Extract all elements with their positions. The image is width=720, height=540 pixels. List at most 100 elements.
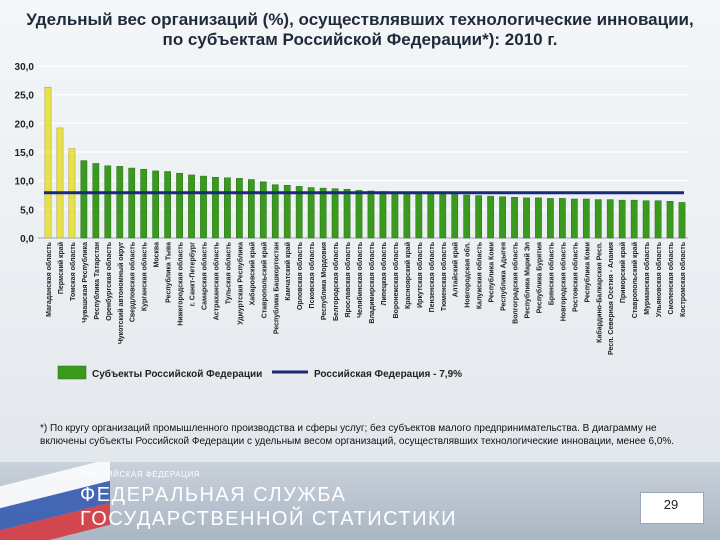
bar bbox=[128, 167, 136, 239]
x-axis-labels: Магаданская область Пермский край Томская … bbox=[45, 241, 687, 355]
bar bbox=[331, 188, 339, 239]
bar bbox=[355, 190, 363, 239]
bar bbox=[164, 171, 171, 239]
bar bbox=[200, 175, 207, 239]
bar bbox=[92, 163, 100, 239]
bar bbox=[391, 191, 399, 239]
y-tick-label: 0,0 bbox=[20, 234, 34, 245]
x-tick-label: Республика Татарстан bbox=[93, 242, 101, 320]
bar bbox=[176, 172, 183, 239]
bar bbox=[487, 195, 494, 239]
bar bbox=[630, 199, 638, 239]
bar bbox=[594, 199, 602, 239]
bar bbox=[642, 200, 650, 239]
x-tick-label: Республика Коми bbox=[488, 242, 496, 303]
bar bbox=[283, 185, 291, 239]
y-tick-label: 10,0 bbox=[15, 177, 35, 188]
x-tick-label: Республика Башкортостан bbox=[272, 242, 280, 334]
bar bbox=[678, 202, 686, 239]
bar bbox=[535, 197, 542, 239]
bar bbox=[618, 199, 626, 239]
x-tick-label: Респ. Северная Осетия - Алания bbox=[608, 242, 615, 355]
y-tick-label: 20,0 bbox=[15, 119, 35, 130]
x-tick-label: Республика Адыгея bbox=[500, 242, 508, 311]
bar bbox=[236, 178, 243, 239]
x-tick-label: Пермский край bbox=[57, 242, 65, 294]
bar bbox=[80, 160, 88, 239]
bar bbox=[319, 187, 327, 239]
bar bbox=[666, 201, 674, 239]
bar bbox=[152, 170, 160, 239]
y-tick-label: 5,0 bbox=[20, 205, 34, 216]
org-name-line2: ГОСУДАРСТВЕННОЙ СТАТИСТИКИ bbox=[80, 508, 457, 530]
x-tick-label: Костромская область bbox=[679, 241, 687, 317]
x-tick-label: Республика Тыва bbox=[165, 242, 173, 303]
x-tick-label: Брянская область bbox=[547, 241, 555, 305]
legend-series-swatch bbox=[57, 365, 87, 380]
x-tick-label: Камчатский край bbox=[284, 242, 292, 301]
x-tick-label: Ставропольский край bbox=[631, 242, 639, 318]
footer-band bbox=[0, 462, 720, 540]
bar bbox=[224, 177, 231, 239]
x-tick-label: Новгородская область bbox=[559, 241, 567, 321]
x-tick-label: Удмуртская Республика bbox=[236, 242, 244, 325]
x-tick-label: Липецкая область bbox=[380, 241, 388, 305]
bars bbox=[44, 86, 686, 239]
y-tick-label: 15,0 bbox=[15, 148, 35, 159]
bar bbox=[499, 196, 506, 239]
x-tick-label: Магаданская область bbox=[45, 241, 53, 317]
bar bbox=[463, 194, 471, 239]
y-axis-ticks: 0,0 5,0 10,0 15,0 20,0 25,0 30,0 bbox=[15, 62, 35, 245]
footnote: *) По кругу организаций промышленного пр… bbox=[40, 423, 675, 447]
bar bbox=[415, 193, 423, 239]
bar bbox=[104, 165, 112, 239]
x-tick-label: Хабаровский край bbox=[248, 242, 256, 305]
x-tick-label: Самарская область bbox=[201, 241, 209, 310]
x-tick-label: Республика Мордовия bbox=[320, 242, 328, 320]
bar bbox=[403, 192, 411, 239]
bar bbox=[44, 86, 52, 239]
bar bbox=[140, 168, 148, 239]
x-tick-label: Новгородская обл. bbox=[464, 242, 472, 308]
bar bbox=[271, 184, 279, 239]
bar bbox=[247, 179, 255, 239]
bar bbox=[451, 194, 459, 239]
x-tick-label: Астраханская область bbox=[212, 241, 220, 320]
bar bbox=[475, 195, 483, 239]
x-tick-label: Свердловская область bbox=[129, 241, 137, 322]
bar bbox=[56, 127, 64, 239]
x-tick-label: Кабардино-Балкарская Респ. bbox=[595, 242, 603, 343]
bar bbox=[307, 187, 315, 239]
x-tick-label: Тульская область bbox=[224, 241, 232, 304]
x-tick-label: г. Санкт-Петербург bbox=[189, 242, 197, 306]
bar bbox=[654, 200, 662, 239]
x-tick-label: Оренбургская область bbox=[105, 241, 113, 320]
x-tick-label: Воронежская область bbox=[392, 241, 400, 318]
bar bbox=[343, 189, 351, 239]
bar bbox=[116, 166, 124, 239]
x-tick-label: Пензенская область bbox=[428, 241, 436, 312]
x-tick-label: Ярославская область bbox=[344, 241, 352, 317]
bar bbox=[259, 181, 267, 239]
bar bbox=[439, 193, 447, 239]
bar bbox=[367, 190, 375, 239]
x-tick-label: Республика Бурятия bbox=[535, 242, 543, 313]
x-tick-label: Нижегородская область bbox=[177, 241, 185, 325]
x-tick-label: Ульяновская область bbox=[655, 241, 663, 317]
bar bbox=[427, 193, 435, 239]
x-tick-label: Белгородская область bbox=[332, 241, 340, 321]
x-tick-label: Москва bbox=[154, 242, 161, 268]
y-tick-label: 25,0 bbox=[15, 91, 35, 102]
bar-chart: 0,0 5,0 10,0 15,0 20,0 25,0 30,0 Магаданская о… bbox=[15, 62, 688, 380]
x-tick-label: Мурманская область bbox=[643, 241, 651, 314]
x-tick-label: Орловская область bbox=[296, 241, 304, 310]
x-tick-label: Ставропольский край bbox=[260, 242, 268, 318]
legend: Субъекты Российской Федерации Российская… bbox=[57, 365, 462, 380]
x-tick-label: Смоленская область bbox=[667, 241, 675, 314]
bar bbox=[559, 198, 566, 239]
bar bbox=[295, 186, 303, 239]
x-tick-label: Калужская область bbox=[476, 241, 484, 309]
x-tick-label: Ростовская область bbox=[571, 241, 579, 312]
x-tick-label: Псковская область bbox=[308, 241, 316, 308]
x-tick-label: Красноярский край bbox=[404, 242, 412, 309]
